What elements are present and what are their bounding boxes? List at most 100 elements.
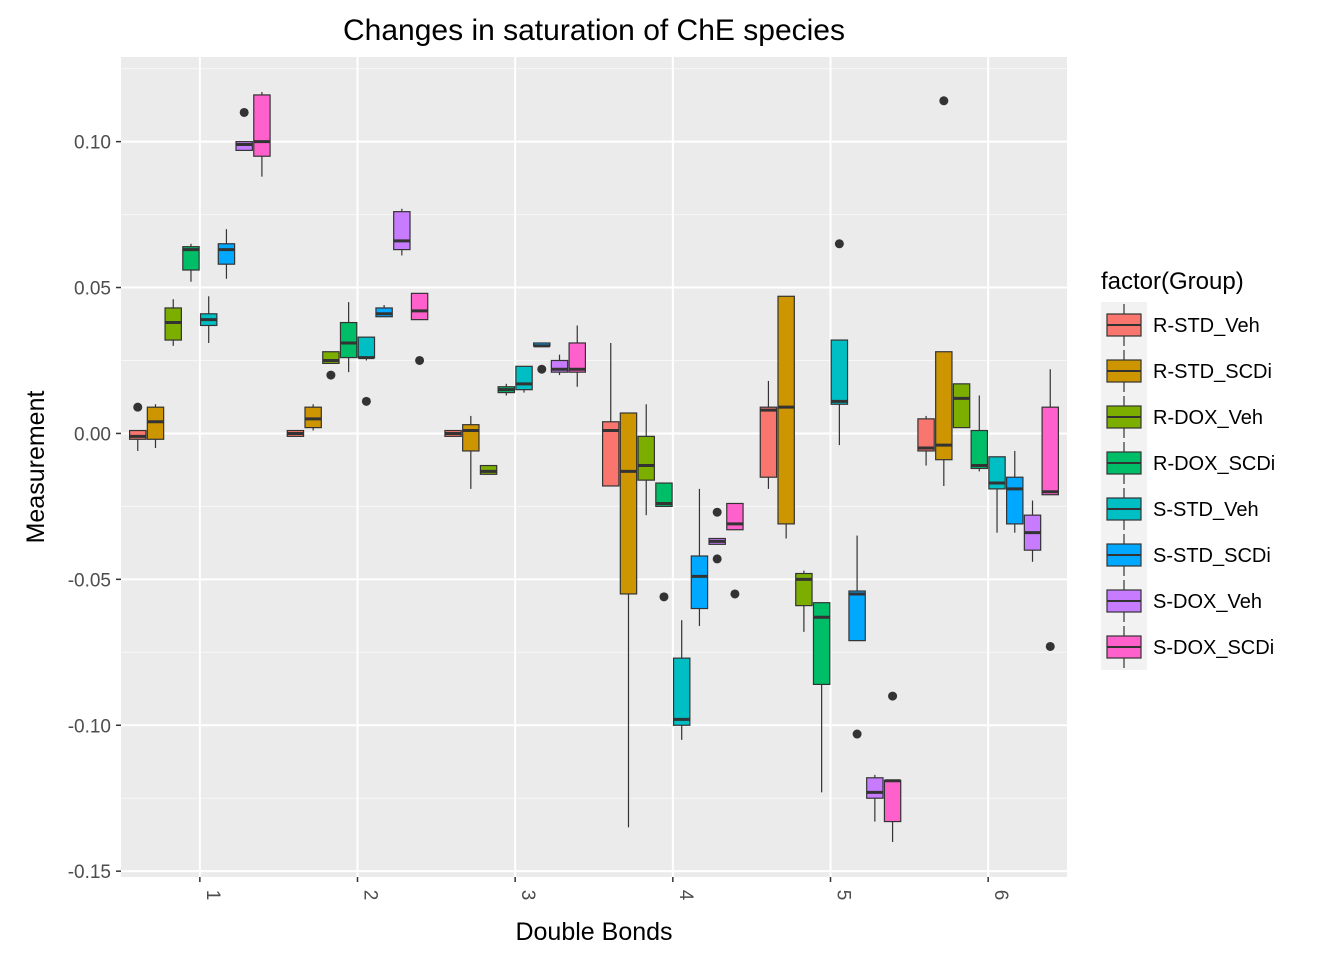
outlier-point [415,355,425,365]
legend-item: S-DOX_SCDi [1101,624,1274,670]
outlier-point [939,96,949,106]
box [1006,450,1024,533]
box [777,295,795,539]
series-S-DOX_SCDi [253,92,1060,842]
box [655,482,673,602]
legend-label: S-DOX_SCDi [1153,637,1274,659]
box [128,402,147,451]
box-body [550,359,569,373]
outlier-point [659,592,669,602]
box-body [917,418,935,452]
box-body [726,502,744,531]
box [708,507,726,564]
box [601,342,620,487]
box [619,412,638,828]
box-body [848,590,866,642]
boxes-layer [128,92,1060,842]
box-body [883,780,902,823]
box-body [988,456,1006,490]
legend-item: R-DOX_Veh [1101,394,1263,440]
box [164,299,182,346]
box [848,535,866,739]
box-body [830,339,849,405]
outlier-point [834,239,844,249]
box-body [690,555,709,610]
x-tick-label: 5 [833,890,854,901]
x-tick-label: 2 [360,890,381,901]
outlier-point [888,691,898,701]
box [393,208,411,256]
y-tick-label: -0.10 [68,716,111,737]
box [690,488,709,627]
y-tick-label: 0.00 [74,424,111,445]
grid-major [121,57,1067,877]
box-body [759,406,778,478]
outlier-point [537,364,547,374]
box [515,365,533,393]
box [235,107,253,151]
box [1023,500,1042,562]
chart-title: Changes in saturation of ChE species [343,14,845,47]
outlier-point [326,370,336,380]
box-body [253,94,271,157]
box [1041,369,1060,651]
box-body [1006,476,1024,525]
box [322,351,340,380]
box [410,292,429,365]
y-axis: 0.10 0.05 0.00 -0.05 -0.10 -0.15 [68,133,121,883]
box-body [655,482,673,507]
box [462,415,480,489]
box-body [672,657,691,726]
y-tick-label: 0.05 [74,279,111,300]
box [357,336,376,406]
box [444,429,462,437]
legend-label: R-DOX_Veh [1153,407,1263,429]
y-tick-label: -0.05 [68,570,111,591]
box [866,774,884,822]
series-R-STD_SCDi [146,96,953,828]
y-tick-label: 0.10 [74,133,111,154]
legend-label: R-STD_Veh [1153,315,1260,337]
box [812,602,831,793]
box-body [777,295,795,525]
series-R-DOX_Veh [164,299,971,632]
series-R-STD_Veh [128,342,935,489]
outlier-point [239,107,249,117]
box-body [1041,406,1060,496]
box [199,296,218,343]
box [795,570,813,632]
legend-label: S-STD_Veh [1153,499,1259,521]
box-body [568,342,587,373]
box [550,354,569,376]
box [339,302,358,373]
outlier-point [712,554,722,564]
box [830,239,849,446]
x-tick-label: 1 [202,890,223,901]
legend-items: R-STD_Veh R-STD_SCDi R-DOX_Veh R-DOX_SCDi S-… [1101,302,1275,670]
box [304,404,322,431]
box [759,380,778,489]
box [182,243,200,282]
series-S-DOX_Veh [235,107,1042,822]
y-tick-label: -0.15 [68,862,111,883]
box [533,342,551,374]
box [479,464,498,475]
box-body [393,211,411,251]
legend-label: S-DOX_Veh [1153,591,1262,613]
grid-minor [121,68,1067,799]
x-tick-label: 4 [675,890,696,901]
box [637,404,655,516]
legend: factor(Group) R-STD_Veh R-STD_SCDi R-DOX_V… [1101,268,1275,670]
box [217,229,236,279]
box [568,325,587,387]
x-axis: 1 2 3 4 5 6 [199,877,1011,901]
outlier-point [852,729,862,739]
box-body [952,383,971,429]
box [883,691,902,842]
x-tick-label: 3 [517,890,538,901]
legend-title: factor(Group) [1101,268,1244,295]
box [375,305,393,318]
outlier-point [1045,641,1055,651]
box-body [410,292,429,321]
box-body [322,351,340,365]
